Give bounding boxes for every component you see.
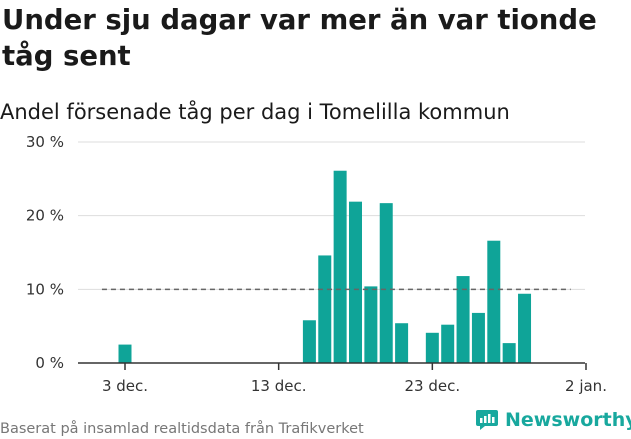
gridlines bbox=[78, 141, 585, 290]
x-tick-label: 3 dec. bbox=[102, 377, 148, 395]
y-tick-label: 0 % bbox=[35, 354, 64, 372]
y-tick-label: 10 % bbox=[26, 280, 64, 298]
bar bbox=[456, 276, 470, 363]
bar bbox=[349, 201, 362, 363]
source-footnote: Baserat på insamlad realtidsdata från Tr… bbox=[0, 421, 364, 437]
bar bbox=[318, 255, 332, 363]
bar bbox=[395, 323, 409, 363]
x-axis: 3 dec. 13 dec. 23 dec. 2 jan. bbox=[78, 362, 607, 395]
bar bbox=[502, 343, 516, 363]
bar bbox=[118, 344, 132, 363]
bar bbox=[471, 312, 485, 363]
brand-name: Newsworthy bbox=[505, 409, 631, 431]
bar bbox=[364, 286, 378, 363]
newsworthy-logo-icon bbox=[476, 410, 498, 430]
bar bbox=[487, 240, 501, 363]
bar bbox=[302, 320, 316, 363]
y-tick-label: 20 % bbox=[26, 207, 64, 225]
bar-chart: 0 % 10 % 20 % 30 % 3 dec. 13 dec. 23 dec. 2 ja… bbox=[26, 133, 607, 395]
y-tick-label: 30 % bbox=[26, 133, 64, 151]
bar bbox=[425, 332, 439, 363]
bar bbox=[518, 293, 532, 363]
bar bbox=[441, 324, 455, 363]
x-tick-label: 2 jan. bbox=[565, 377, 607, 395]
chart-subtitle: Andel försenade tåg per dag i Tomelilla … bbox=[0, 100, 510, 124]
y-axis-ticks: 0 % 10 % 20 % 30 % bbox=[26, 133, 64, 372]
x-tick-label: 23 dec. bbox=[405, 377, 461, 395]
chart-title: Under sju dagar var mer än var tionde tå… bbox=[2, 4, 597, 72]
bars bbox=[118, 170, 532, 363]
bar bbox=[379, 203, 393, 363]
brand-logo[interactable]: Newsworthy bbox=[475, 408, 631, 432]
x-tick-label: 13 dec. bbox=[251, 377, 307, 395]
bar bbox=[333, 170, 347, 363]
